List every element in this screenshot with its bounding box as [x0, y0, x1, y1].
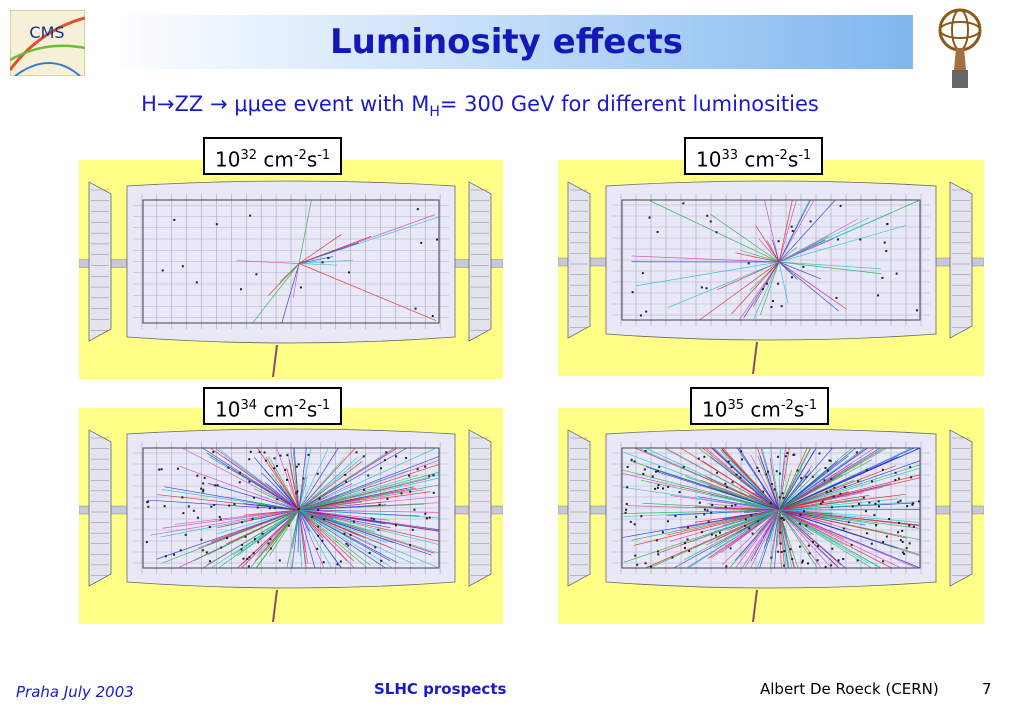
subtitle-rest: = 300 GeV for different luminosities: [439, 92, 819, 116]
event-display-panel-2: [558, 160, 984, 376]
footer-author: Albert De Roeck (CERN): [760, 680, 939, 698]
title-bar: Luminosity effects: [100, 15, 913, 69]
atlas-figure-icon: [938, 8, 982, 88]
luminosity-label-4: 1035 cm-2s-1: [690, 387, 830, 425]
event-display-panel-1: [79, 160, 503, 379]
luminosity-label-3: 1034 cm-2s-1: [203, 387, 343, 425]
footer-talk-title: SLHC prospects: [374, 680, 507, 698]
event-display-svg: [79, 180, 503, 378]
luminosity-label-1: 1032 cm-2s-1: [203, 137, 343, 175]
event-display-panel-3: [79, 408, 503, 624]
subtitle-subscript: H: [429, 104, 440, 121]
subtitle-main: H→ZZ → μμee event with M: [141, 92, 430, 116]
footer-date: Praha July 2003: [16, 683, 134, 701]
event-display-svg: [79, 428, 503, 623]
cms-logo: CMS: [10, 10, 85, 76]
event-display-svg: [558, 180, 984, 375]
footer-page-number: 7: [982, 680, 992, 698]
event-display-svg: [558, 428, 984, 623]
slide-subtitle: H→ZZ → μμee event with MH= 300 GeV for d…: [0, 92, 960, 120]
svg-text:CMS: CMS: [29, 23, 64, 42]
page-title: Luminosity effects: [330, 22, 683, 62]
event-display-panel-4: [558, 408, 984, 624]
luminosity-label-2: 1033 cm-2s-1: [684, 137, 824, 175]
